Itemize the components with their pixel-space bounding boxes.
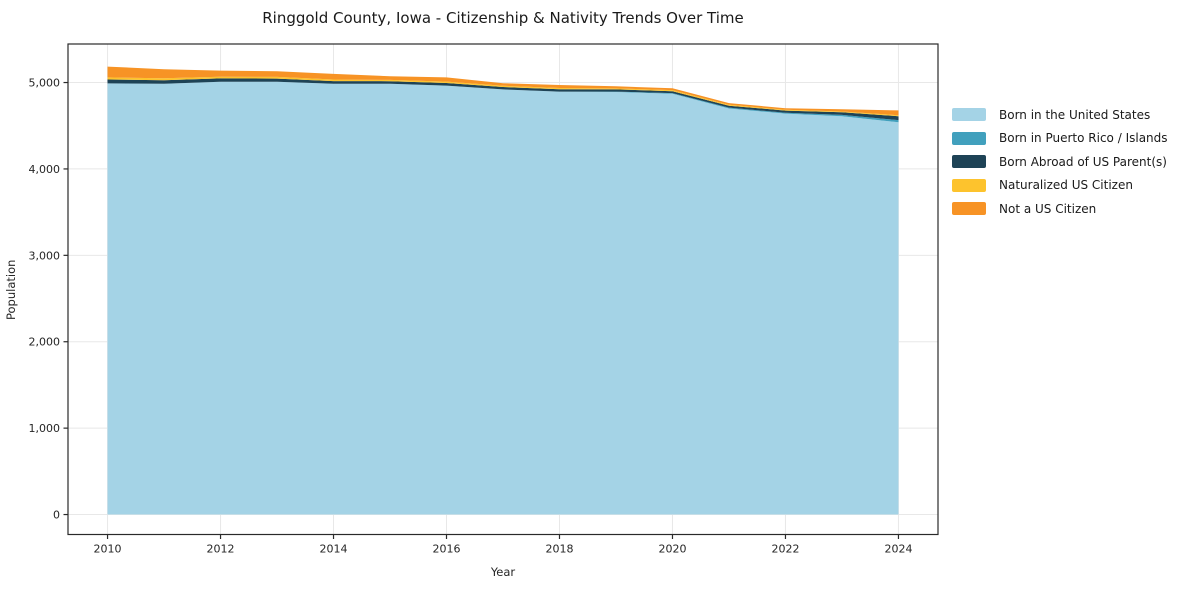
- svg-text:2018: 2018: [545, 543, 573, 556]
- legend-label: Not a US Citizen: [999, 201, 1097, 216]
- svg-text:5,000: 5,000: [29, 77, 61, 90]
- svg-text:2020: 2020: [658, 543, 686, 556]
- legend-label: Born Abroad of US Parent(s): [999, 154, 1167, 169]
- legend-swatch-born-abroad-icon: [952, 155, 986, 169]
- legend-swatch-born-us-icon: [952, 108, 986, 122]
- legend-item: Naturalized US Citizen: [952, 174, 1168, 198]
- svg-text:2014: 2014: [320, 543, 348, 556]
- legend-item: Born in Puerto Rico / Islands: [952, 127, 1168, 151]
- legend-item: Born in the United States: [952, 103, 1168, 127]
- legend-swatch-naturalized-icon: [952, 178, 986, 192]
- chart-title: Ringgold County, Iowa - Citizenship & Na…: [262, 9, 744, 27]
- legend: Born in the United States Born in Puerto…: [952, 103, 1168, 221]
- legend-item: Born Abroad of US Parent(s): [952, 150, 1168, 174]
- svg-text:2010: 2010: [94, 543, 122, 556]
- legend-item: Not a US Citizen: [952, 197, 1168, 221]
- legend-swatch-not-citizen-icon: [952, 202, 986, 216]
- svg-text:0: 0: [53, 509, 60, 522]
- legend-label: Born in the United States: [999, 107, 1151, 122]
- svg-text:1,000: 1,000: [29, 422, 61, 435]
- svg-text:2,000: 2,000: [29, 336, 61, 349]
- svg-text:2012: 2012: [207, 543, 235, 556]
- svg-text:2022: 2022: [771, 543, 799, 556]
- svg-text:2024: 2024: [884, 543, 912, 556]
- svg-text:4,000: 4,000: [29, 163, 61, 176]
- legend-swatch-puerto-rico-icon: [952, 131, 986, 145]
- y-axis-label: Population: [4, 259, 18, 320]
- x-axis-label: Year: [490, 565, 516, 579]
- svg-text:2016: 2016: [433, 543, 461, 556]
- legend-label: Born in Puerto Rico / Islands: [999, 131, 1168, 146]
- legend-label: Naturalized US Citizen: [999, 178, 1133, 193]
- svg-text:3,000: 3,000: [29, 249, 61, 262]
